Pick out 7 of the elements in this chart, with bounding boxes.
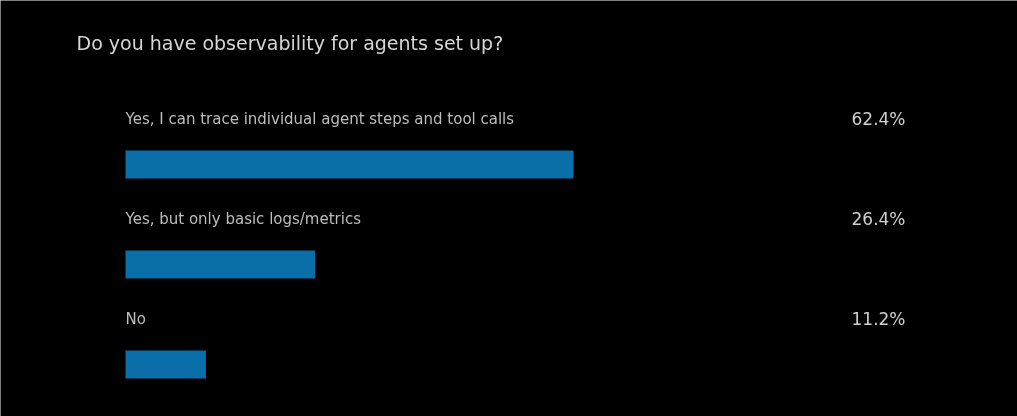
data-label: 11.2% xyxy=(851,308,906,329)
y-tick-label: Yes, I can trace individual agent steps and tool calls xyxy=(124,109,515,128)
chart-title: Do you have observability for agents set up? xyxy=(76,31,504,54)
data-label: 62.4% xyxy=(851,108,906,129)
data-label: 26.4% xyxy=(851,208,906,229)
y-tick-label: Yes, but only basic logs/metrics xyxy=(124,209,362,228)
y-tick-label: No xyxy=(125,309,146,328)
